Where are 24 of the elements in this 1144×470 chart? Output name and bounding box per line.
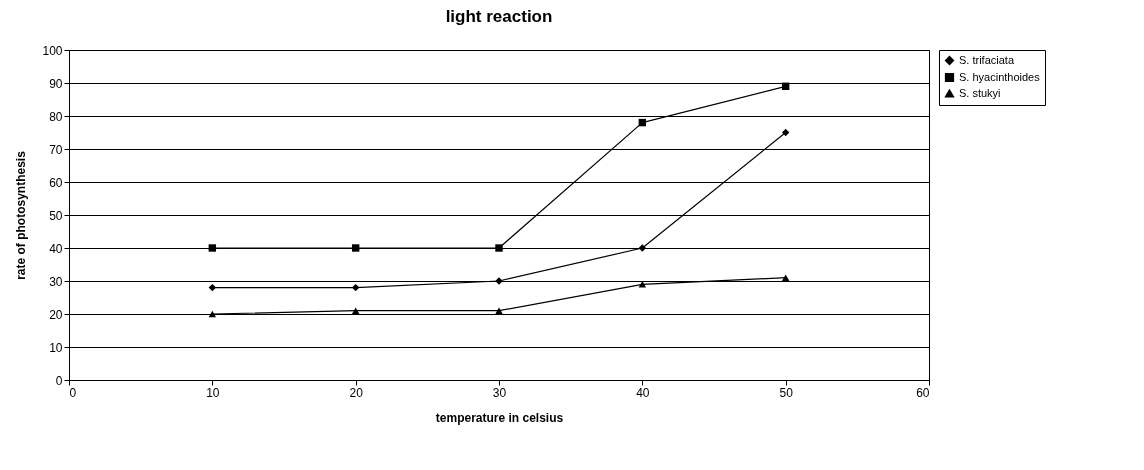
y-tick-label: 80 [49, 109, 63, 124]
x-axis-title: temperature in celsius [435, 410, 564, 425]
y-tick-label: 0 [55, 373, 63, 388]
y-tick-label: 100 [42, 43, 63, 58]
y-tick-label: 60 [49, 175, 63, 190]
x-tick-label: 10 [206, 385, 220, 400]
x-tick-label: 50 [779, 385, 794, 400]
legend-label: S. trifaciata [959, 53, 1015, 66]
y-tick-label: 30 [49, 274, 63, 289]
legend-label: S. hyacinthoides [959, 70, 1041, 83]
y-tick-label: 70 [49, 142, 63, 157]
x-tick-label: 30 [492, 385, 507, 400]
legend-label: S. stukyi [959, 86, 1001, 99]
y-tick-label: 40 [49, 241, 63, 256]
y-tick-label: 50 [49, 208, 63, 223]
y-tick-label: 20 [49, 307, 63, 322]
chart-title: light reaction [445, 7, 553, 26]
y-tick-label: 90 [49, 76, 63, 91]
y-axis-title: rate of photosynthesis [14, 150, 29, 280]
x-tick-label: 40 [636, 385, 650, 400]
x-tick-label: 20 [349, 385, 364, 400]
y-tick-label: 10 [49, 340, 63, 355]
x-tick-label: 60 [916, 385, 930, 400]
x-tick-label: 0 [69, 385, 77, 400]
